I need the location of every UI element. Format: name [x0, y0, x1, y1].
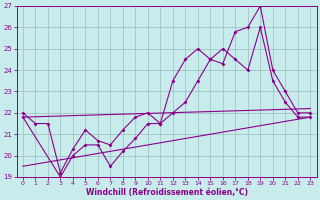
X-axis label: Windchill (Refroidissement éolien,°C): Windchill (Refroidissement éolien,°C): [85, 188, 248, 197]
